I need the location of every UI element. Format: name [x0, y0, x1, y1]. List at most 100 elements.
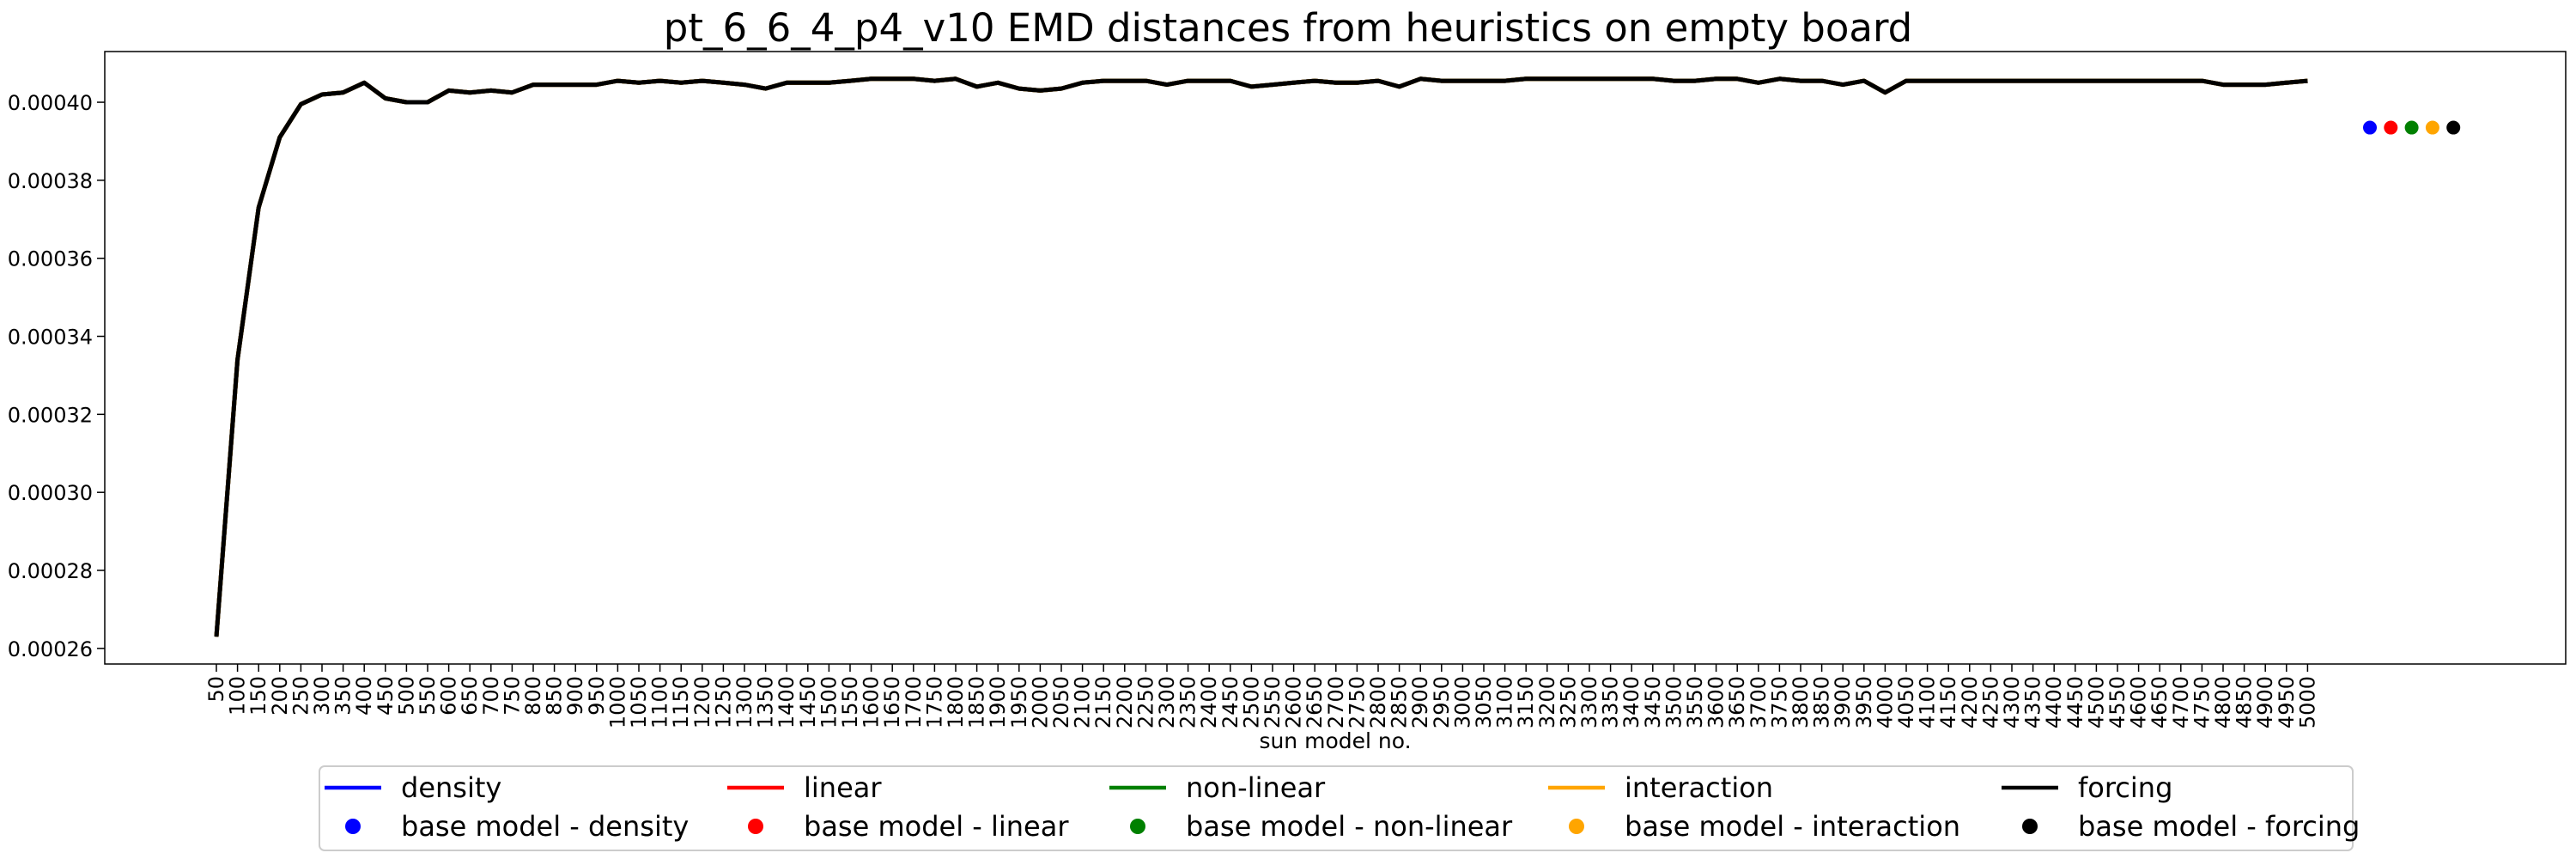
x-tick-label: 650	[458, 676, 482, 716]
x-tick-label: 3500	[1662, 676, 1686, 728]
legend-entries: density linear non-linear interaction forcin…	[325, 771, 2360, 843]
x-axis-label: sun model no.	[1259, 728, 1411, 753]
x-tick-label: 750	[500, 676, 524, 716]
series-line-density	[214, 76, 2308, 637]
x-tick-label: 4700	[2169, 676, 2193, 728]
x-tick-label: 4550	[2105, 676, 2129, 728]
x-tick-label: 2950	[1430, 676, 1454, 728]
x-tick-label: 250	[289, 676, 313, 716]
x-tick-label: 1200	[690, 676, 714, 728]
x-tick-label: 800	[521, 676, 545, 716]
y-tick-label: 0.00030	[8, 481, 93, 505]
legend-dot-swatch	[2022, 819, 2038, 834]
base-point-2	[2404, 120, 2419, 135]
x-tick-label: 1550	[838, 676, 862, 728]
base-point-1	[2384, 120, 2398, 135]
x-tick-label: 1850	[965, 676, 989, 728]
x-tick-label: 2350	[1176, 676, 1200, 728]
x-tick-label: 3050	[1472, 676, 1496, 728]
y-tick-label: 0.00032	[8, 403, 93, 427]
x-tick-label: 3950	[1852, 676, 1876, 728]
x-tick-label: 2850	[1388, 676, 1412, 728]
x-tick-label: 1300	[732, 676, 756, 728]
x-tick-label: 1600	[860, 676, 884, 728]
x-axis: 5010015020025030035040045050055060065070…	[204, 664, 2319, 728]
x-tick-label: 3350	[1599, 676, 1623, 728]
x-tick-label: 4450	[2063, 676, 2087, 728]
legend-dot-swatch	[748, 819, 763, 834]
x-tick-label: 4400	[2042, 676, 2066, 728]
x-tick-label: 2100	[1071, 676, 1095, 728]
x-tick-label: 3550	[1683, 676, 1707, 728]
x-tick-label: 950	[585, 676, 609, 716]
x-tick-label: 2800	[1366, 676, 1390, 728]
legend-label: non-linear	[1186, 771, 1326, 804]
y-tick-label: 0.00038	[8, 169, 93, 193]
x-tick-label: 3900	[1831, 676, 1855, 728]
x-tick-label: 200	[268, 676, 292, 716]
legend-label: base model - forcing	[2078, 810, 2360, 843]
x-tick-label: 900	[563, 676, 587, 716]
x-tick-label: 700	[479, 676, 503, 716]
x-tick-label: 3150	[1514, 676, 1538, 728]
x-tick-label: 2900	[1408, 676, 1432, 728]
legend-label: forcing	[2078, 771, 2172, 804]
x-tick-label: 4100	[1916, 676, 1940, 728]
x-tick-label: 100	[226, 676, 250, 716]
x-tick-label: 2250	[1133, 676, 1157, 728]
x-tick-label: 4000	[1873, 676, 1897, 728]
base-point-0	[2363, 120, 2377, 135]
x-tick-label: 50	[204, 676, 228, 703]
x-tick-label: 3000	[1450, 676, 1474, 728]
x-tick-label: 2450	[1218, 676, 1242, 728]
legend-label: interaction	[1625, 771, 1773, 804]
x-tick-label: 2400	[1197, 676, 1221, 728]
x-tick-label: 1500	[817, 676, 841, 728]
x-tick-label: 500	[394, 676, 418, 716]
x-tick-label: 4650	[2148, 676, 2172, 728]
legend-label: base model - density	[401, 810, 689, 843]
x-tick-label: 300	[310, 676, 334, 716]
x-tick-label: 4850	[2233, 676, 2257, 728]
series-line-linear	[214, 76, 2308, 637]
x-tick-label: 5000	[2295, 676, 2319, 728]
x-tick-label: 400	[352, 676, 376, 716]
x-tick-label: 2550	[1261, 676, 1285, 728]
x-tick-label: 2500	[1239, 676, 1263, 728]
y-tick-label: 0.00028	[8, 559, 93, 583]
series-line-interaction	[214, 76, 2308, 637]
x-tick-label: 1950	[1007, 676, 1031, 728]
x-tick-label: 4900	[2253, 676, 2277, 728]
x-tick-label: 1150	[669, 676, 693, 728]
x-tick-label: 2300	[1155, 676, 1179, 728]
x-tick-label: 450	[374, 676, 398, 716]
x-tick-label: 4050	[1894, 676, 1918, 728]
x-tick-label: 3700	[1747, 676, 1771, 728]
x-tick-label: 350	[331, 676, 355, 716]
legend-label: base model - non-linear	[1186, 810, 1513, 843]
x-tick-label: 4300	[2000, 676, 2024, 728]
legend-label: base model - interaction	[1625, 810, 1960, 843]
x-tick-label: 1450	[796, 676, 820, 728]
x-tick-label: 1000	[605, 676, 629, 728]
plot-frame	[104, 51, 2567, 665]
legend: density linear non-linear interaction forcin…	[319, 765, 2360, 851]
x-tick-label: 3650	[1725, 676, 1749, 728]
x-tick-label: 4150	[1936, 676, 1960, 728]
x-tick-label: 3100	[1493, 676, 1517, 728]
legend-dot-swatch	[1130, 819, 1145, 834]
base-point-4	[2446, 120, 2461, 135]
y-tick-label: 0.00034	[8, 326, 93, 350]
x-tick-label: 4750	[2190, 676, 2214, 728]
x-tick-label: 3600	[1704, 676, 1728, 728]
x-tick-label: 4250	[1978, 676, 2002, 728]
x-tick-label: 2600	[1282, 676, 1306, 728]
x-tick-label: 3800	[1789, 676, 1813, 728]
legend-box	[319, 765, 2354, 851]
x-tick-label: 3850	[1810, 676, 1834, 728]
x-tick-label: 150	[246, 676, 270, 716]
x-tick-label: 1700	[902, 676, 926, 728]
x-tick-label: 1750	[922, 676, 946, 728]
x-tick-label: 2150	[1091, 676, 1115, 728]
